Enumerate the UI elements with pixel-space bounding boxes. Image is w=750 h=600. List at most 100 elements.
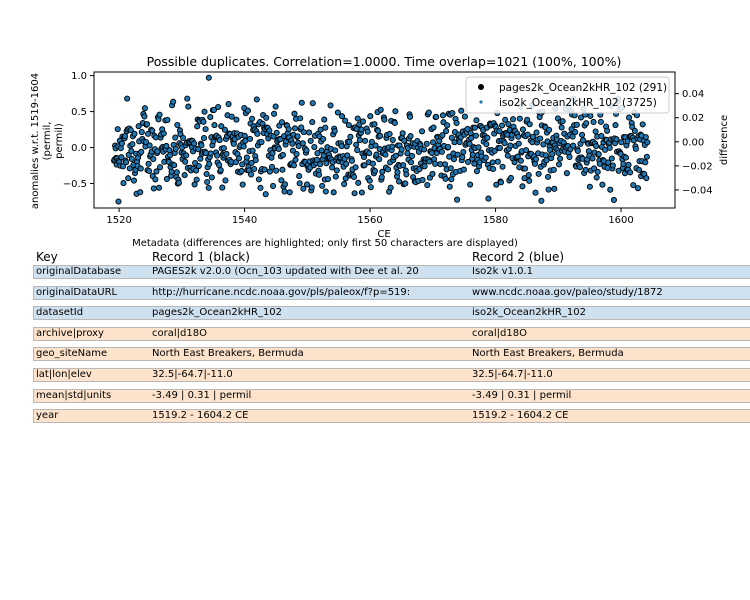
record1-value: 1519.2 - 1604.2 CE	[152, 410, 249, 422]
data-point	[643, 153, 650, 160]
data-point	[300, 129, 307, 136]
data-point	[499, 163, 506, 170]
data-point	[524, 131, 531, 138]
data-point	[324, 176, 331, 183]
data-point	[118, 140, 125, 147]
x-tick-label: 1600	[608, 215, 633, 226]
data-point	[550, 166, 557, 173]
data-point	[317, 161, 324, 168]
data-point	[597, 118, 604, 125]
data-point	[409, 152, 416, 160]
data-point	[598, 132, 605, 140]
data-point	[343, 160, 350, 167]
key-header: Key	[36, 250, 58, 264]
data-point	[473, 168, 480, 175]
y-tick-label: 0.0	[71, 143, 87, 154]
data-point	[122, 133, 129, 140]
data-point	[533, 129, 540, 136]
data-point	[596, 160, 603, 167]
data-point	[381, 116, 388, 123]
data-point	[294, 133, 301, 140]
data-point	[472, 132, 479, 139]
data-point	[215, 103, 222, 111]
data-point	[545, 186, 552, 193]
data-point	[298, 124, 305, 131]
data-point	[389, 143, 396, 150]
data-point	[632, 145, 639, 152]
data-point	[354, 115, 361, 122]
right-y-tick-label: 0.00	[682, 137, 704, 148]
y-tick-label: 0.5	[71, 107, 87, 118]
record2-header: Record 2 (blue)	[472, 250, 565, 264]
data-point	[555, 161, 563, 168]
data-point	[129, 141, 136, 148]
data-point	[321, 116, 328, 123]
data-point	[615, 167, 622, 174]
data-point	[174, 121, 181, 129]
data-point	[285, 126, 292, 133]
data-point	[272, 103, 279, 110]
data-point	[372, 142, 379, 149]
data-point	[459, 154, 466, 161]
data-point	[537, 135, 544, 142]
data-point	[367, 113, 374, 120]
data-point	[467, 130, 474, 137]
data-point	[142, 139, 150, 146]
metadata-row-year: year 1519.2 - 1604.2 CE 1519.2 - 1604.2 CE	[33, 409, 750, 424]
data-point	[607, 186, 614, 193]
data-point	[466, 140, 473, 147]
data-point	[173, 169, 180, 176]
data-point	[369, 160, 376, 167]
data-point	[392, 108, 399, 115]
data-point	[358, 189, 365, 196]
record2-value: coral|d18O	[472, 327, 527, 339]
data-point	[367, 184, 374, 191]
data-point	[131, 130, 138, 137]
record2-value: Iso2k v1.0.1	[472, 266, 533, 277]
data-point	[143, 121, 151, 128]
record1-value: http://hurricane.ncdc.noaa.gov/pls/paleo…	[152, 286, 411, 298]
legend-label-iso2k: iso2k_Ocean2kHR_102 (3725)	[499, 97, 657, 109]
data-point	[460, 166, 467, 173]
data-point	[475, 144, 482, 151]
data-point	[558, 124, 565, 131]
legend-marker-iso2k	[479, 100, 483, 104]
data-point	[359, 118, 367, 125]
data-point	[446, 153, 453, 160]
data-point	[282, 181, 289, 188]
data-point	[569, 133, 576, 140]
data-point	[403, 171, 410, 178]
data-point	[202, 126, 209, 133]
data-point	[194, 123, 201, 130]
data-point	[307, 137, 314, 144]
data-point	[484, 134, 491, 141]
data-point	[338, 143, 345, 150]
data-point	[332, 173, 339, 180]
record1-value: coral|d18O	[152, 327, 207, 339]
data-point	[201, 108, 208, 115]
y-tick-label: −0.5	[63, 179, 87, 190]
data-point	[460, 148, 467, 156]
data-point	[135, 123, 142, 130]
data-point	[261, 166, 268, 173]
plot-frame	[93, 71, 676, 209]
data-point	[254, 130, 261, 137]
data-point	[204, 178, 211, 186]
data-point	[519, 126, 527, 133]
right-y-tick-label: 0.02	[682, 113, 704, 124]
x-axis: 1520 1540 1560 1580 1600	[106, 208, 634, 226]
data-point	[239, 181, 246, 188]
data-point	[346, 138, 353, 145]
data-point	[432, 160, 439, 167]
data-point	[620, 160, 627, 167]
data-point	[399, 130, 406, 137]
data-point	[271, 110, 278, 117]
data-point	[421, 163, 428, 170]
data-point	[582, 166, 589, 173]
data-point	[424, 181, 431, 189]
data-point	[358, 126, 365, 133]
data-point	[270, 133, 277, 140]
data-point	[268, 163, 276, 170]
data-point	[446, 183, 453, 190]
data-point	[330, 189, 337, 196]
